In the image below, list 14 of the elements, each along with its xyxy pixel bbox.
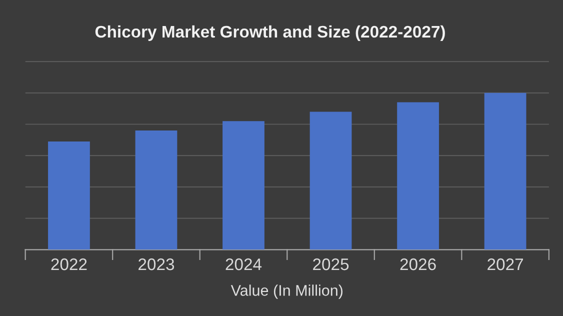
- bar: [397, 102, 439, 250]
- x-axis-title: Value (In Million): [230, 284, 343, 299]
- x-tick-label: 2027: [488, 258, 523, 270]
- bar: [484, 92, 526, 250]
- chart-title: Chicory Market Growth and Size (2022-2027): [95, 25, 445, 41]
- x-tick-label: 2024: [226, 258, 262, 270]
- x-tick-label: 2022: [51, 258, 87, 270]
- bar: [135, 130, 178, 250]
- bar: [310, 112, 352, 250]
- bar: [48, 141, 90, 250]
- x-tick-label: 2023: [138, 258, 174, 270]
- x-tick-label: 2025: [313, 258, 349, 270]
- x-tick-label: 2026: [400, 258, 436, 270]
- bar: [222, 121, 264, 250]
